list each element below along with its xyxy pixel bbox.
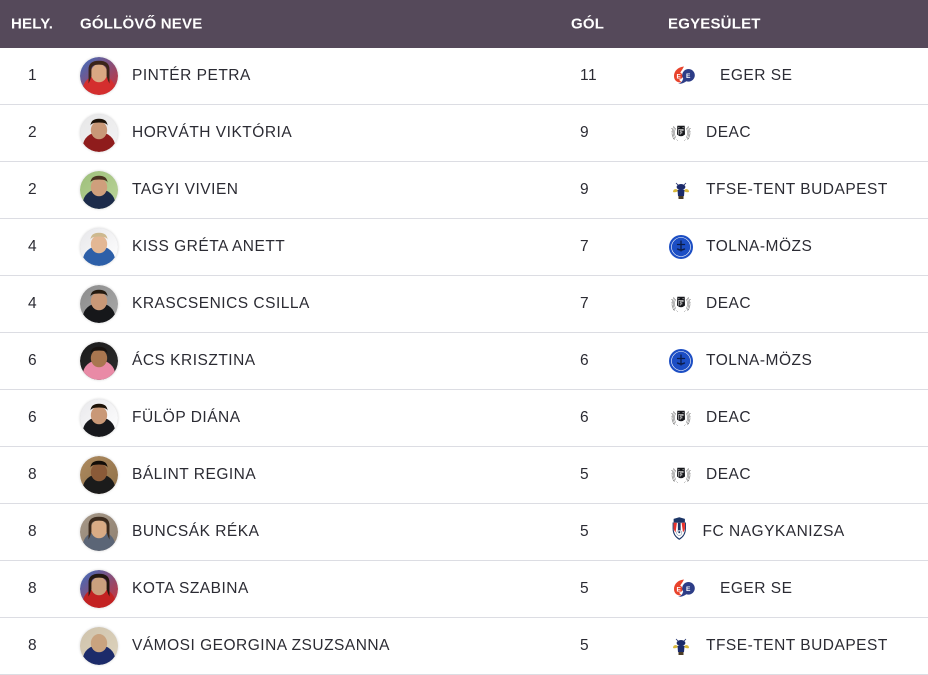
svg-text:E: E [677,74,682,81]
svg-text:E: E [686,73,691,80]
svg-text:E: E [677,587,682,594]
svg-text:E: E [686,586,691,593]
